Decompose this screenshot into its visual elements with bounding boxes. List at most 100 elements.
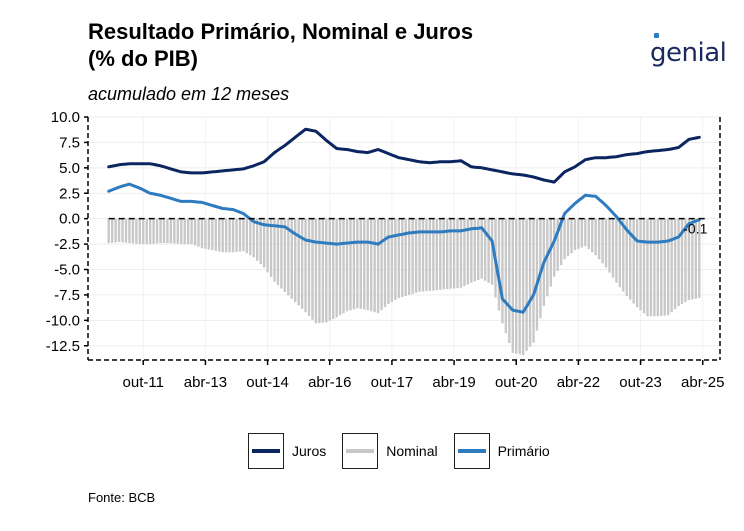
nominal-bar xyxy=(584,218,587,247)
nominal-bar xyxy=(166,218,169,244)
nominal-bar xyxy=(673,218,677,310)
y-tick-label: 0.0 xyxy=(59,211,80,228)
nominal-bar xyxy=(135,218,138,244)
nominal-bar xyxy=(159,218,162,244)
nominal-bar xyxy=(615,218,618,283)
nominal-bar xyxy=(238,218,242,252)
nominal-bar xyxy=(694,218,698,299)
nominal-bar xyxy=(559,218,563,266)
nominal-bar xyxy=(221,218,224,253)
nominal-bar xyxy=(131,218,135,244)
nominal-bar xyxy=(169,218,173,244)
nominal-bar xyxy=(214,218,217,251)
nominal-bar xyxy=(290,218,293,299)
nominal-bar xyxy=(110,218,114,243)
nominal-bar xyxy=(300,218,304,309)
nominal-bar xyxy=(397,218,401,298)
nominal-bar xyxy=(155,218,159,244)
nominal-bar xyxy=(262,218,266,268)
nominal-bar xyxy=(580,218,584,248)
nominal-bar xyxy=(432,218,435,291)
nominal-bar xyxy=(114,218,117,243)
nominal-bar xyxy=(200,218,204,249)
nominal-bar xyxy=(601,218,604,264)
nominal-bar xyxy=(459,218,463,288)
nominal-bar xyxy=(535,218,539,331)
nominal-bar xyxy=(235,218,238,252)
nominal-bar xyxy=(283,218,287,292)
nominal-bar xyxy=(345,218,349,312)
nominal-bar xyxy=(549,218,552,287)
nominal-bar xyxy=(128,218,131,244)
nominal-bar xyxy=(573,218,577,251)
legend-key-primario xyxy=(453,433,490,469)
nominal-bar xyxy=(483,218,487,281)
nominal-bar xyxy=(553,218,556,277)
nominal-bar xyxy=(632,218,635,304)
nominal-bar xyxy=(470,218,473,283)
nominal-bar xyxy=(269,218,273,277)
nominal-bar xyxy=(373,218,376,313)
nominal-bar xyxy=(318,218,321,324)
nominal-bar xyxy=(280,218,283,289)
nominal-bar xyxy=(684,218,687,303)
axes: 10.0 7.5 5.0 2.5 0.0 -2.5 -5.0 -7.5 -10.0 -12.5 ou… xyxy=(46,109,725,391)
x-tick-label: out-11 xyxy=(123,374,164,391)
nominal-bar xyxy=(394,218,397,301)
nominal-bar xyxy=(138,218,142,245)
y-tick-label: -7.5 xyxy=(54,287,80,304)
nominal-bar xyxy=(173,218,176,244)
y-tick-label: -5.0 xyxy=(54,262,80,279)
nominal-bar xyxy=(197,218,200,247)
nominal-bar xyxy=(152,218,155,244)
nominal-bar xyxy=(563,218,566,260)
nominal-bar xyxy=(332,218,335,319)
nominal-bar xyxy=(473,218,476,282)
nominal-bar xyxy=(642,218,646,314)
nominal-bar xyxy=(511,218,514,353)
nominal-bar xyxy=(418,218,421,292)
logo-text: genial xyxy=(650,38,727,68)
nominal-bar xyxy=(487,218,490,283)
nominal-bar xyxy=(622,218,625,292)
nominal-bar xyxy=(421,218,425,292)
nominal-bar xyxy=(532,218,535,343)
nominal-bar xyxy=(228,218,231,253)
nominal-bar xyxy=(508,218,511,344)
nominal-bar xyxy=(401,218,404,297)
nominal-bar xyxy=(477,218,480,281)
nominal-bar xyxy=(276,218,280,286)
nominal-bar xyxy=(528,218,532,347)
nominal-bar xyxy=(456,218,459,289)
nominal-bar xyxy=(490,218,494,285)
y-tick-label: 5.0 xyxy=(59,160,80,177)
y-tick-label: 7.5 xyxy=(59,134,80,151)
nominal-bar xyxy=(677,218,680,307)
nominal-bar xyxy=(611,218,615,278)
nominal-bar xyxy=(369,218,373,312)
nominal-bar xyxy=(525,218,528,351)
nominal-bar xyxy=(193,218,197,246)
nominal-bar xyxy=(577,218,580,249)
nominal-bar xyxy=(366,218,369,311)
x-tick-label: abr-19 xyxy=(432,374,475,391)
nominal-bar xyxy=(183,218,186,245)
nominal-bar xyxy=(383,218,387,308)
nominal-bar xyxy=(407,218,411,295)
nominal-bar xyxy=(304,218,307,313)
nominal-bar xyxy=(256,218,259,261)
nominal-bar xyxy=(629,218,632,300)
nominal-bar xyxy=(480,218,483,279)
nominal-bar xyxy=(231,218,235,253)
x-tick-label: out-17 xyxy=(371,374,414,391)
nominal-bar xyxy=(363,218,366,310)
nominal-bar xyxy=(504,218,508,334)
nominal-bar xyxy=(218,218,221,252)
nominal-bar xyxy=(342,218,345,314)
nominal-bar xyxy=(625,218,628,296)
nominal-bar xyxy=(266,218,269,273)
nominal-bar xyxy=(252,218,255,258)
nominal-bar xyxy=(597,218,601,260)
y-tick-label: -10.0 xyxy=(46,312,80,329)
legend-key-juros xyxy=(248,433,284,469)
